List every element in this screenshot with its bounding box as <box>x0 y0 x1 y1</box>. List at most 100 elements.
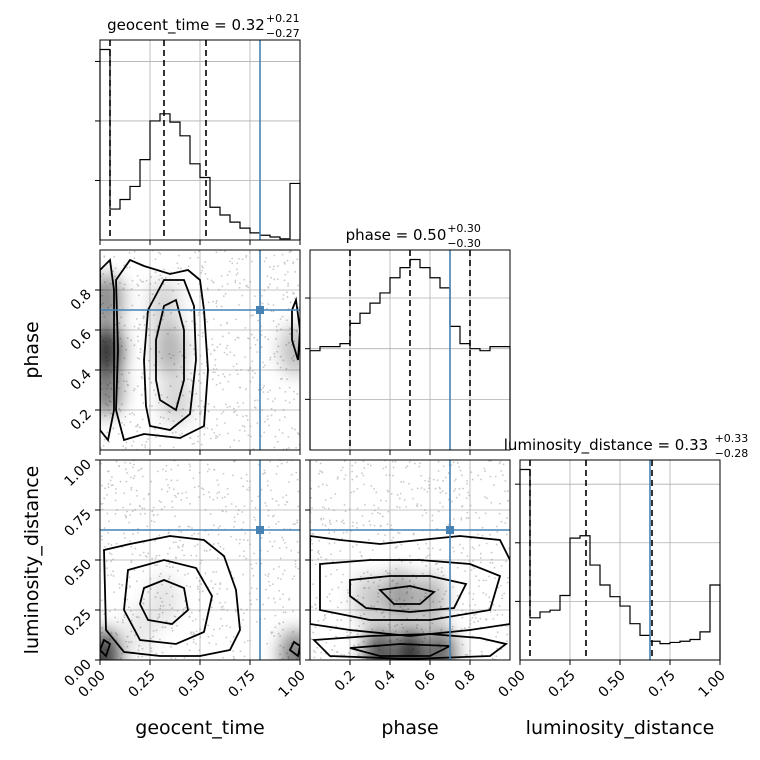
sample-point <box>233 657 236 660</box>
sample-point <box>277 577 279 579</box>
sample-point <box>176 624 178 627</box>
sample-point <box>415 626 418 629</box>
sample-point <box>114 323 117 326</box>
sample-point <box>267 287 270 289</box>
sample-point <box>198 373 200 376</box>
sample-point <box>101 599 104 602</box>
sample-point <box>272 268 275 271</box>
sample-point <box>191 320 194 323</box>
sample-point <box>141 372 144 375</box>
sample-point <box>493 566 496 569</box>
sample-point <box>236 262 239 265</box>
sample-point <box>118 465 121 467</box>
sample-point <box>272 320 275 322</box>
sample-point <box>210 606 213 609</box>
sample-point <box>294 563 297 565</box>
sample-point <box>455 496 458 499</box>
sample-point <box>185 584 188 587</box>
sample-point <box>248 592 251 595</box>
sample-point <box>249 480 251 483</box>
sample-point <box>226 274 229 276</box>
sample-point <box>292 261 295 264</box>
sample-point <box>136 335 139 338</box>
sample-point <box>186 643 189 645</box>
sample-point <box>217 527 220 529</box>
sample-point <box>229 260 232 263</box>
sample-point <box>123 614 126 617</box>
sample-point <box>328 532 331 535</box>
sample-point <box>220 608 223 611</box>
sample-point <box>224 250 226 253</box>
sample-point <box>276 330 279 332</box>
sample-point <box>420 487 423 489</box>
sample-point <box>329 628 332 631</box>
sample-point <box>274 397 276 400</box>
sample-point <box>244 532 247 535</box>
sample-point <box>263 469 266 472</box>
sample-point <box>207 635 210 638</box>
sample-point <box>229 446 232 448</box>
sample-point <box>140 393 143 396</box>
sample-point <box>266 391 269 394</box>
sample-point <box>290 473 293 476</box>
sample-point <box>261 361 264 364</box>
sample-point <box>229 626 232 629</box>
sample-point <box>193 442 196 445</box>
sample-point <box>470 471 473 474</box>
sample-point <box>107 542 110 545</box>
sample-point <box>464 654 467 656</box>
sample-point <box>317 558 320 560</box>
sample-point <box>371 628 373 631</box>
sample-point <box>129 462 132 465</box>
sample-point <box>273 254 276 257</box>
sample-point <box>373 488 376 490</box>
sample-point <box>347 652 350 654</box>
sample-point <box>129 421 132 423</box>
sample-point <box>251 376 254 379</box>
sample-point <box>195 392 198 395</box>
sample-point <box>116 621 119 623</box>
sample-point <box>415 577 418 579</box>
sample-point <box>215 643 217 646</box>
sample-point <box>494 609 497 612</box>
sample-point <box>263 431 266 434</box>
sample-point <box>373 524 376 527</box>
sample-point <box>177 492 179 495</box>
sample-point <box>108 520 110 523</box>
sample-point <box>263 384 266 387</box>
sample-point <box>374 509 376 512</box>
sample-point <box>275 325 278 328</box>
sample-point <box>148 334 151 337</box>
sample-point <box>131 304 134 307</box>
sample-point <box>177 283 180 285</box>
sample-point <box>133 325 136 328</box>
sample-point <box>218 433 221 436</box>
sample-point <box>469 650 472 652</box>
sample-point <box>506 517 508 519</box>
sample-point <box>320 651 322 654</box>
sample-point <box>360 554 363 557</box>
sample-point <box>124 390 127 393</box>
sample-point <box>398 506 401 509</box>
sample-point <box>130 339 133 342</box>
xtick-label-phase-1: 0.4 <box>372 667 399 694</box>
sample-point <box>479 552 482 555</box>
sample-point <box>189 257 192 259</box>
sample-point <box>268 526 270 528</box>
sample-point <box>192 620 194 622</box>
sample-point <box>167 484 169 486</box>
sample-point <box>296 478 299 481</box>
sample-point <box>115 632 117 635</box>
sample-point <box>160 501 162 504</box>
sample-point <box>392 536 395 539</box>
sample-point <box>170 479 173 482</box>
hist-frame-phase <box>309 249 511 451</box>
panel-geocent_time-vs-luminosity_distance: 0.000.250.500.751.00 <box>61 457 301 690</box>
sample-point <box>362 524 365 527</box>
sample-point <box>326 596 329 598</box>
sample-point <box>322 619 325 621</box>
sample-point <box>342 573 344 576</box>
sample-point <box>152 514 155 517</box>
sample-point <box>461 617 464 619</box>
sample-point <box>220 412 223 415</box>
